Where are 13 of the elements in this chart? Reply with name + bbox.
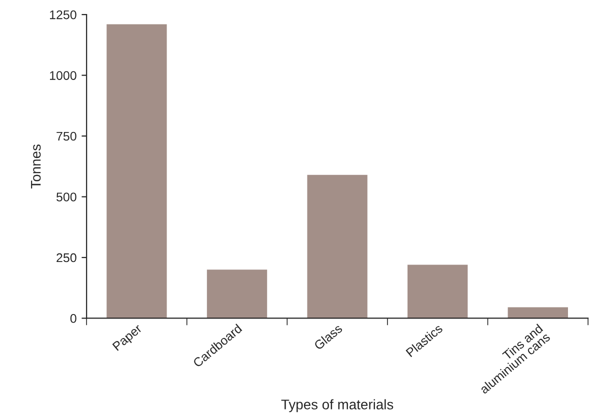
y-tick-label: 750: [56, 132, 76, 141]
bar: [408, 264, 468, 318]
bar: [106, 24, 167, 318]
y-tick-label: 1250: [50, 10, 76, 20]
x-axis-title: Types of materials: [281, 399, 394, 412]
y-tick-label: 1000: [50, 71, 76, 80]
y-tick-label: 250: [56, 253, 76, 262]
bar: [307, 174, 368, 318]
y-tick-label: 0: [70, 314, 76, 323]
y-tick-label: 500: [56, 192, 76, 202]
bar: [508, 307, 568, 318]
y-axis-title: Tonnes: [31, 144, 41, 188]
bar: [206, 270, 268, 318]
